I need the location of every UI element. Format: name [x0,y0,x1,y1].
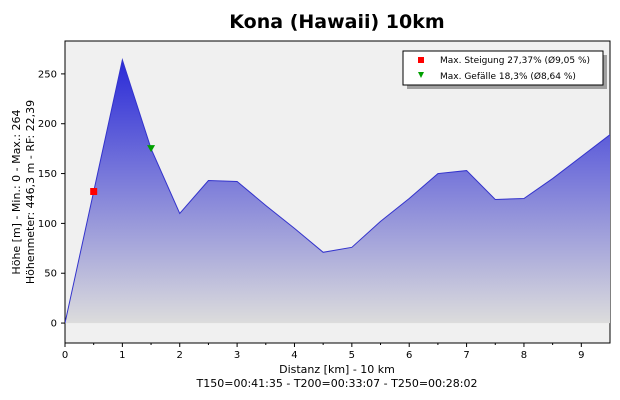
y-tick-label: 100 [38,219,57,230]
x-tick-label: 9 [578,350,584,361]
x-tick-label: 2 [177,350,183,361]
legend-triangle-icon [418,72,424,78]
y-axis-label-line1: Höhe [m] - Min.: 0 - Max.: 264 [10,109,23,274]
x-tick-label: 7 [463,350,469,361]
x-tick-label: 1 [119,350,125,361]
max-gefaelle-marker [147,145,156,153]
y-tick-label: 0 [51,319,57,330]
legend-entry-max-gefaelle: Max. Gefälle 18,3% (Ø8,64 %) [440,71,576,82]
y-axis-label-line2: Höhenmeter: 446,3 m - RF: 22,39 [24,100,37,284]
x-axis-label: Distanz [km] - 10 km [279,363,395,376]
legend-square-icon [418,57,424,63]
y-tick-label: 250 [38,69,57,80]
y-tick-label: 200 [38,119,57,130]
x-tick-label: 3 [234,350,240,361]
x-tick-label: 4 [291,350,297,361]
x-tick-label: 0 [62,350,68,361]
x-tick-label: 8 [521,350,527,361]
footer-times: T150=00:41:35 - T200=00:33:07 - T250=00:… [196,377,478,390]
y-tick-label: 50 [44,269,57,280]
y-tick-label: 150 [38,169,57,180]
chart-title: Kona (Hawaii) 10km [229,11,444,33]
elevation-area [65,59,610,324]
x-tick-label: 6 [406,350,412,361]
legend-entry-max-steigung: Max. Steigung 27,37% (Ø9,05 %) [440,55,590,66]
x-tick-label: 5 [349,350,355,361]
max-steigung-marker [90,188,98,196]
elevation-line [65,58,610,324]
legend: Max. Steigung 27,37% (Ø9,05 %) Max. Gefä… [402,50,607,89]
legend-box [402,50,604,86]
